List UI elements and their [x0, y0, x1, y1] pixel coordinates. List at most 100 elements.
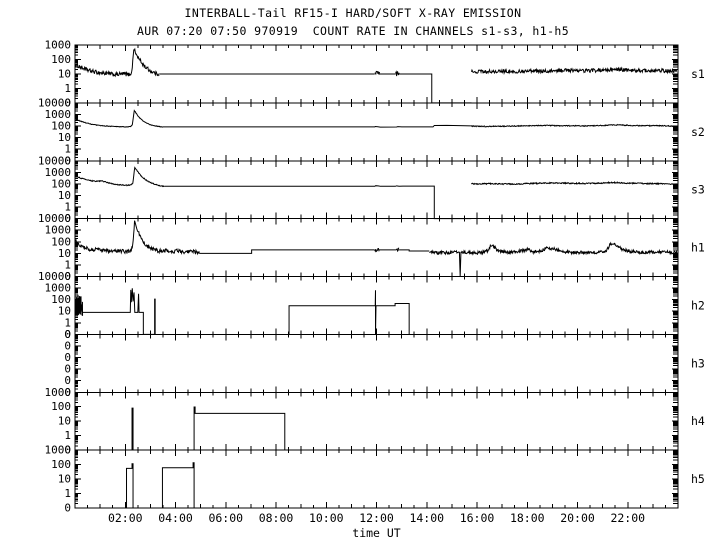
y-tick-label: 10000 — [38, 154, 71, 167]
y-tick-label: 1000 — [45, 224, 72, 237]
x-tick-label: 14:00 — [409, 511, 444, 525]
trace-s3-0 — [75, 166, 165, 188]
y-tick-label: 1 — [64, 201, 71, 214]
y-tick-label: 0 — [64, 502, 71, 515]
channel-label-s1: s1 — [691, 67, 705, 81]
trace-h1-6 — [429, 241, 678, 277]
y-tick-label: 1 — [64, 258, 71, 271]
y-tick-label: 0 — [64, 444, 71, 457]
trace-h5-0 — [126, 463, 134, 508]
channel-label-s2: s2 — [691, 125, 705, 139]
trace-s3-1 — [164, 185, 472, 220]
y-tick-label: 1000 — [45, 39, 72, 52]
y-tick-label: 1000 — [45, 386, 72, 399]
trace-s2-1 — [162, 124, 471, 128]
y-tick-label: 0 — [64, 212, 71, 225]
y-tick-label: 10 — [58, 415, 71, 428]
x-tick-label: 22:00 — [610, 511, 645, 525]
trace-s2-0 — [75, 109, 164, 128]
trace-s1-2 — [374, 70, 380, 76]
panel-frame — [74, 218, 679, 277]
y-tick-label: 100 — [51, 235, 71, 248]
panel-frame — [74, 333, 679, 393]
y-tick-label: 0 — [64, 374, 71, 387]
y-tick-label: 0 — [64, 96, 71, 109]
y-tick-label: 1 — [64, 316, 71, 329]
trace-s3-2 — [471, 180, 678, 186]
y-tick-label: 0 — [64, 328, 71, 341]
trace-s1-4 — [395, 70, 400, 77]
y-tick-label: 1000 — [45, 282, 72, 295]
y-tick-label: 1000 — [45, 444, 72, 457]
trace-h5-1 — [161, 462, 195, 508]
y-tick-label: 0 — [64, 328, 71, 341]
x-tick-label: 08:00 — [259, 511, 294, 525]
y-tick-label: 100 — [51, 293, 71, 306]
x-tick-label: 20:00 — [560, 511, 595, 525]
y-tick-label: 0 — [64, 154, 71, 167]
y-tick-label: 10 — [58, 189, 71, 202]
y-tick-label: 10 — [58, 67, 71, 80]
y-tick-label: 10 — [58, 473, 71, 486]
y-tick-label: 1 — [64, 82, 71, 95]
y-tick-label: 10 — [58, 131, 71, 144]
x-tick-label: 06:00 — [208, 511, 243, 525]
y-tick-label: 0 — [64, 339, 71, 352]
channel-label-h5: h5 — [691, 472, 705, 486]
x-tick-label: 02:00 — [108, 511, 143, 525]
x-tick-label: 16:00 — [460, 511, 495, 525]
y-tick-label: 10 — [58, 247, 71, 260]
trace-s1-5 — [399, 73, 472, 104]
chart-subtitle: AUR 07:20 07:50 970919 COUNT RATE IN CHA… — [136, 24, 570, 38]
y-tick-label: 10000 — [38, 270, 71, 283]
y-tick-label: 10000 — [38, 96, 71, 109]
y-tick-label: 0 — [64, 363, 71, 376]
trace-h2-2 — [288, 290, 410, 335]
y-tick-label: 0 — [64, 270, 71, 283]
trace-h1-0 — [75, 220, 200, 256]
x-tick-label: 12:00 — [359, 511, 394, 525]
trace-h2-1 — [82, 288, 156, 335]
y-tick-label: 1000 — [45, 166, 72, 179]
x-axis-title: time UT — [352, 526, 401, 540]
channel-label-h4: h4 — [691, 414, 705, 428]
panel-frame — [74, 391, 679, 451]
channel-label-h1: h1 — [691, 241, 705, 255]
y-tick-label: 1 — [64, 487, 71, 500]
channel-label-h3: h3 — [691, 356, 705, 370]
y-tick-label: 100 — [51, 400, 71, 413]
trace-h1-4 — [395, 247, 400, 253]
trace-s2-2 — [470, 123, 678, 128]
panel-frame — [74, 449, 679, 509]
y-tick-label: 100 — [51, 120, 71, 133]
y-tick-label: 1000 — [45, 108, 72, 121]
trace-h2-0 — [75, 294, 84, 316]
panel-frame — [74, 102, 679, 162]
trace-h1-1 — [199, 249, 375, 254]
channel-label-s3: s3 — [691, 183, 705, 197]
y-tick-label: 10 — [58, 305, 71, 318]
panel-frame — [74, 160, 679, 220]
trace-h1-5 — [399, 249, 430, 252]
channel-label-h2: h2 — [691, 298, 705, 312]
trace-h4-1 — [193, 406, 286, 451]
y-tick-label: 0 — [64, 351, 71, 364]
chart-title: INTERBALL-Tail RF15-I HARD/SOFT X-RAY EM… — [184, 6, 522, 20]
y-tick-label: 0 — [64, 386, 71, 399]
trace-h1-2 — [374, 247, 380, 253]
y-tick-label: 100 — [51, 177, 71, 190]
trace-s1-6 — [470, 66, 678, 75]
y-tick-label: 100 — [51, 458, 71, 471]
trace-s1-0 — [75, 47, 160, 78]
x-tick-label: 10:00 — [309, 511, 344, 525]
y-tick-label: 10000 — [38, 212, 71, 225]
